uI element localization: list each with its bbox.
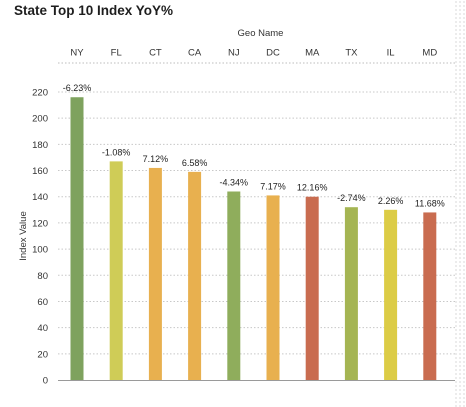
y-tick-label: 80 xyxy=(37,271,48,282)
bar xyxy=(109,161,123,380)
data-label: 2.26% xyxy=(378,196,404,206)
data-label: -1.08% xyxy=(102,147,131,157)
data-label: 7.17% xyxy=(260,181,286,191)
y-tick-label: 140 xyxy=(32,192,48,203)
data-label: -4.34% xyxy=(220,177,249,187)
data-label: 7.12% xyxy=(143,154,169,164)
category-label: NJ xyxy=(228,48,240,59)
y-tick-label: 0 xyxy=(43,376,48,387)
data-label: 12.16% xyxy=(297,183,328,193)
data-label: 11.68% xyxy=(415,198,445,208)
category-label: CA xyxy=(188,48,202,59)
y-tick-label: 220 xyxy=(32,88,48,99)
y-axis-title: Index Value xyxy=(18,211,29,260)
bar xyxy=(148,167,162,380)
data-label: -2.74% xyxy=(337,193,366,203)
y-tick-label: 180 xyxy=(32,140,48,151)
y-tick-label: 120 xyxy=(32,218,48,229)
dotted-edge-decoration xyxy=(454,0,466,407)
chart-title: State Top 10 Index YoY% xyxy=(14,3,174,18)
x-axis-title: Geo Name xyxy=(238,28,284,39)
bar xyxy=(423,212,437,380)
category-label: IL xyxy=(387,48,395,59)
data-label: 6.58% xyxy=(182,158,208,168)
y-tick-label: 40 xyxy=(37,323,48,334)
bar xyxy=(305,196,319,380)
data-label: -6.23% xyxy=(63,83,92,93)
bar xyxy=(188,171,202,380)
category-label: NY xyxy=(70,48,84,59)
y-tick-label: 160 xyxy=(32,166,48,177)
category-label: MD xyxy=(422,48,437,59)
bar xyxy=(227,191,241,380)
y-tick-label: 200 xyxy=(32,114,48,125)
category-label: FL xyxy=(111,48,122,59)
category-label: MA xyxy=(305,48,320,59)
bar xyxy=(384,209,398,380)
bar xyxy=(70,97,84,381)
y-tick-label: 100 xyxy=(32,245,48,256)
category-label: DC xyxy=(266,48,280,59)
category-label: TX xyxy=(345,48,358,59)
y-tick-label: 60 xyxy=(37,297,48,308)
bar xyxy=(344,207,358,380)
category-label: CT xyxy=(149,48,162,59)
y-tick-label: 20 xyxy=(37,349,48,360)
bar xyxy=(266,195,280,380)
